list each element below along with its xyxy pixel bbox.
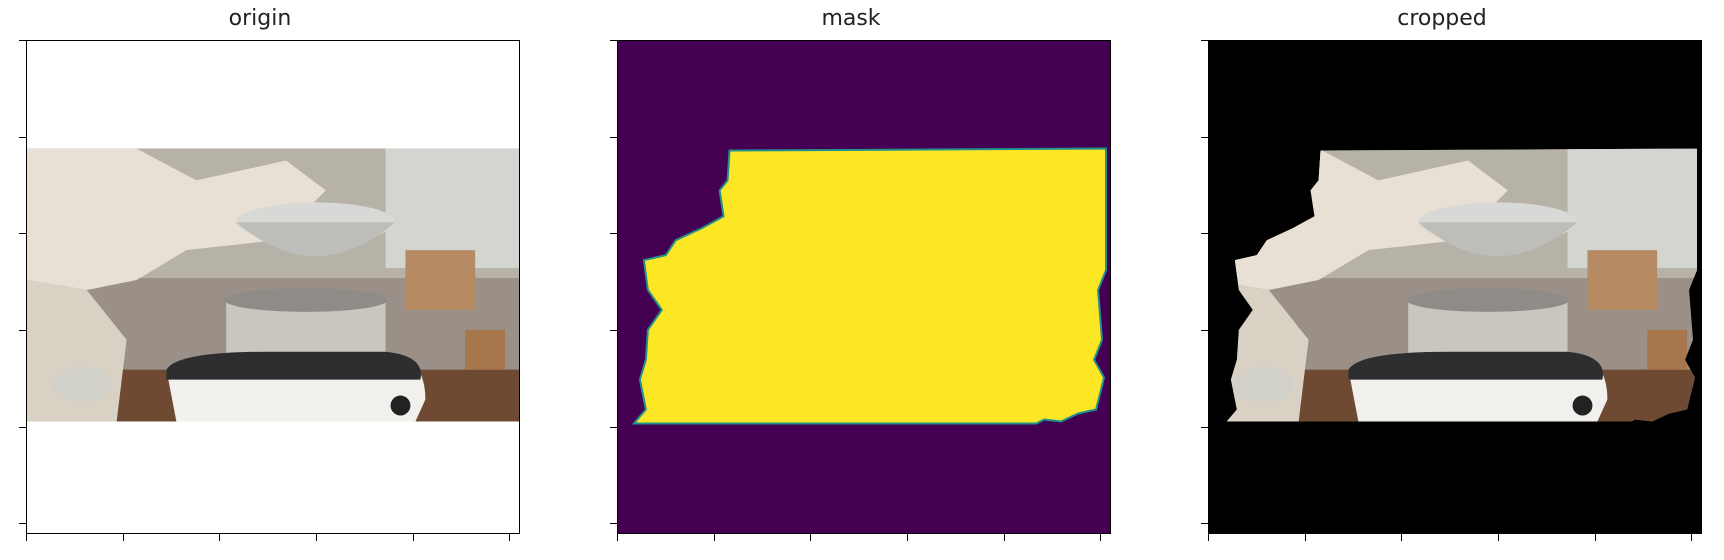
panel-cropped: cropped <box>1182 0 1702 560</box>
axes-mask <box>617 40 1111 534</box>
kitchen-photo <box>27 148 519 422</box>
panel-title-mask: mask <box>821 6 881 31</box>
mask-region <box>631 147 1108 425</box>
origin-image <box>27 41 519 533</box>
axes-origin <box>26 40 520 534</box>
panel-origin: origin <box>0 0 520 560</box>
panel-title-cropped: cropped <box>1397 6 1487 31</box>
axes-cropped <box>1208 40 1702 534</box>
panel-title-origin: origin <box>228 6 292 31</box>
cropped-image <box>1209 41 1701 533</box>
mask-image <box>618 41 1110 533</box>
panel-mask: mask <box>591 0 1111 560</box>
